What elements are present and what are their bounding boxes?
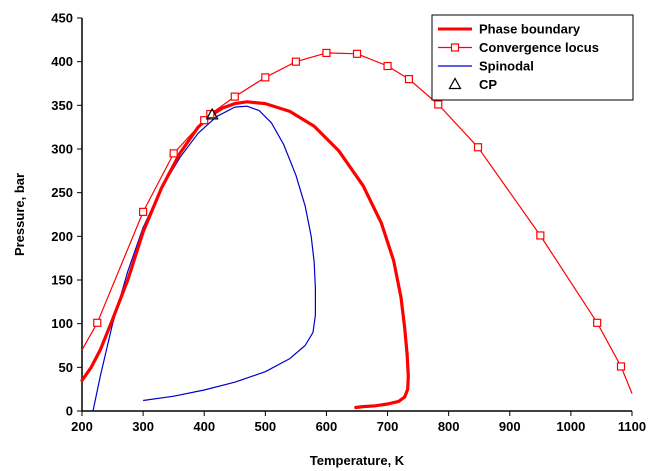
convergence-locus-marker	[434, 100, 443, 109]
convergence-locus-marker	[139, 207, 148, 216]
convergence-locus-marker	[200, 116, 209, 125]
series-line-phase-boundary	[80, 100, 410, 410]
legend-label-spinodal: Spinodal	[479, 59, 534, 74]
convergence-locus-marker	[536, 231, 545, 240]
x-tick-label: 600	[316, 419, 338, 434]
convergence-locus-marker	[93, 318, 102, 327]
y-tick-label: 150	[51, 273, 73, 288]
x-tick-label: 300	[132, 419, 154, 434]
convergence-locus-marker	[206, 109, 215, 119]
convergence-locus-marker	[322, 48, 331, 58]
plot-area	[80, 48, 633, 412]
y-tick-label: 50	[59, 360, 73, 375]
x-tick-label: 1100	[618, 419, 646, 434]
y-tick-label: 100	[51, 316, 73, 331]
legend-label-convergence-locus: Convergence locus	[479, 40, 599, 55]
convergence-locus-marker	[593, 318, 602, 327]
y-tick-label: 400	[51, 54, 73, 69]
y-tick-label: 450	[51, 11, 73, 26]
axes	[81, 18, 632, 412]
y-axis-title: Pressure, bar	[12, 173, 27, 256]
series-line-convergence-locus	[81, 52, 633, 394]
series-line-spinodal	[92, 105, 316, 412]
convergence-locus-marker	[291, 57, 300, 66]
convergence-locus-marker	[352, 49, 362, 58]
y-tick-label: 0	[66, 404, 73, 419]
convergence-locus-marker	[383, 61, 392, 71]
y-ticks: 0 50 100 150 200 250 300 350 400 450	[51, 11, 82, 419]
convergence-locus-marker	[230, 92, 239, 101]
x-tick-label: 400	[193, 419, 215, 434]
x-tick-label: 900	[499, 419, 521, 434]
legend-label-cp: CP	[479, 77, 497, 92]
x-tick-label: 500	[254, 419, 276, 434]
convergence-locus-marker	[616, 362, 626, 371]
legend: Phase boundary Convergence locus Spinoda…	[431, 14, 634, 101]
convergence-locus-marker	[404, 75, 414, 84]
legend-marker-convergence-locus	[450, 43, 460, 52]
x-ticks: 200 300 400 500 600 700 800 900 1000 1100	[71, 411, 646, 434]
x-tick-label: 1000	[556, 419, 585, 434]
x-tick-label: 800	[438, 419, 460, 434]
x-tick-label: 700	[377, 419, 399, 434]
x-tick-label: 200	[71, 419, 93, 434]
convergence-locus-marker	[169, 149, 178, 158]
legend-symbol-cp	[448, 77, 462, 90]
y-tick-label: 350	[51, 98, 73, 113]
y-tick-label: 250	[51, 185, 73, 200]
x-axis-title: Temperature, K	[310, 453, 405, 468]
y-tick-label: 200	[51, 229, 73, 244]
y-tick-label: 300	[51, 142, 73, 157]
legend-label-phase-boundary: Phase boundary	[479, 22, 581, 37]
convergence-locus-marker	[473, 143, 483, 152]
convergence-locus-marker	[261, 73, 270, 82]
cp-marker	[205, 107, 219, 120]
